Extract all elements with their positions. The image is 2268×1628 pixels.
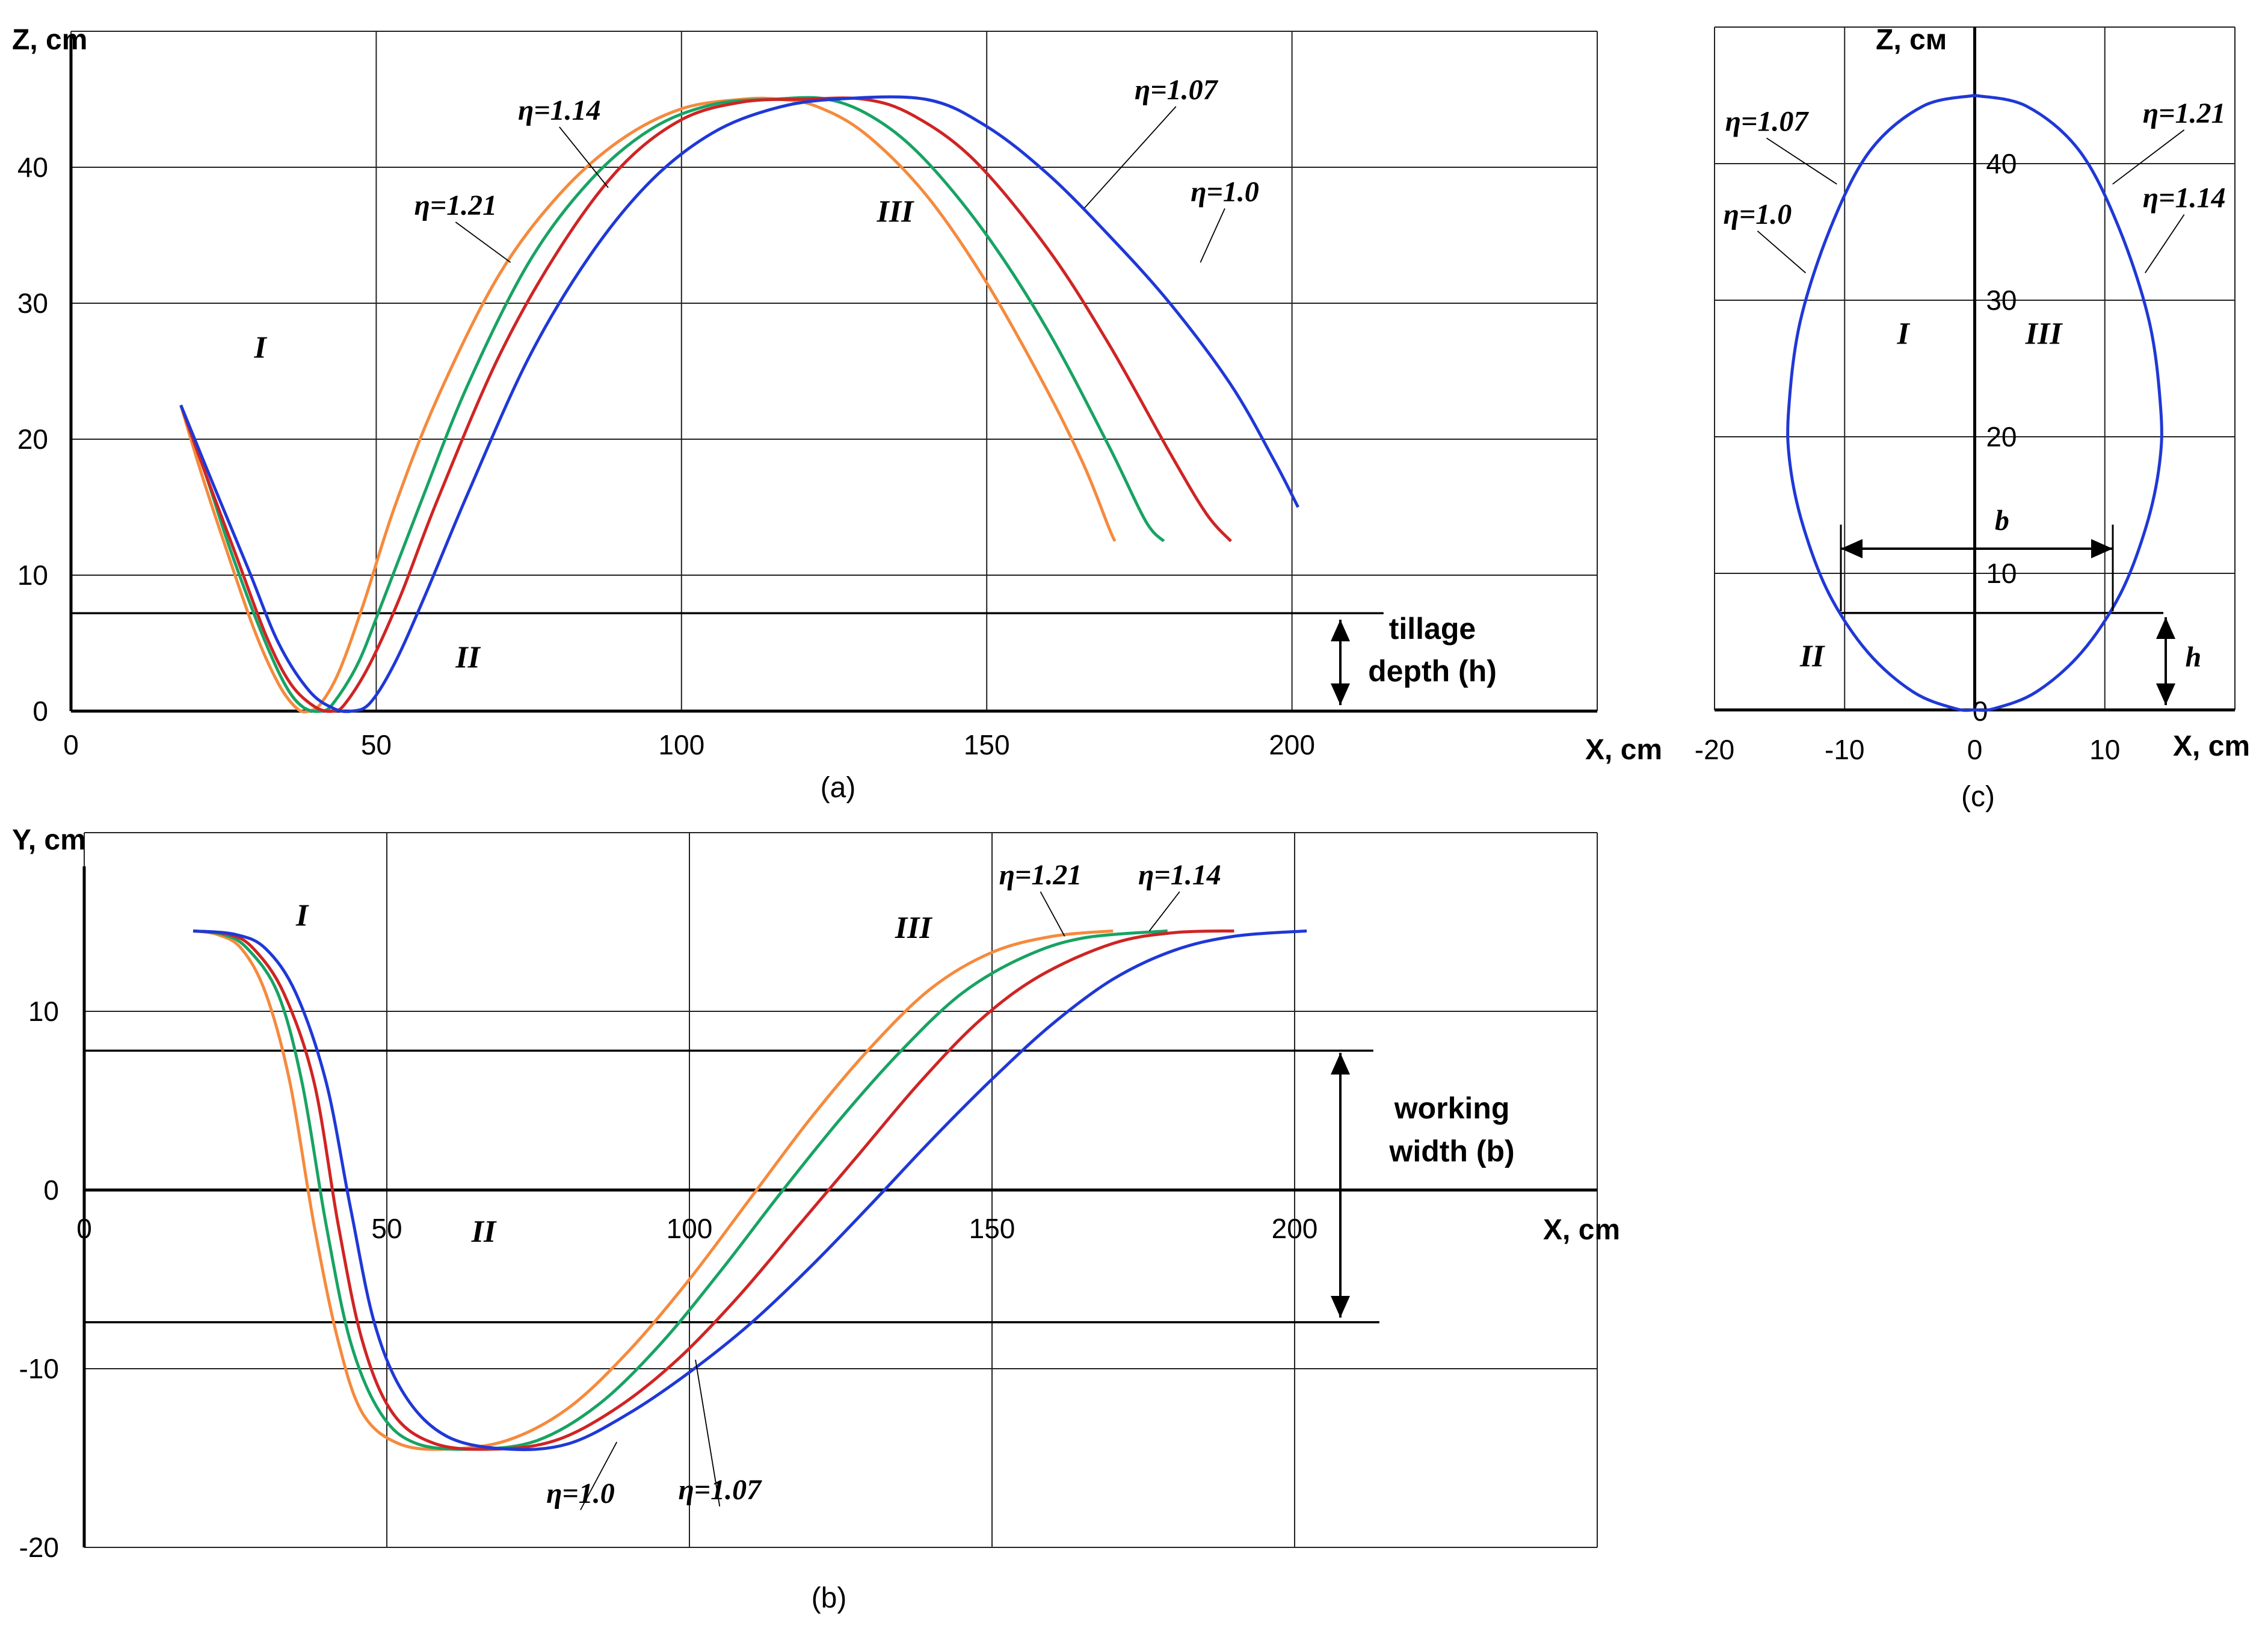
curve-label: η=1.21	[999, 859, 1082, 891]
x-axis-title: X, cm	[1543, 1214, 1620, 1246]
curve-label: η=1.21	[2143, 97, 2226, 129]
y-tick-label: 40	[1986, 148, 2017, 179]
y-tick-label: 20	[17, 424, 48, 455]
annotation-text: working	[1394, 1091, 1510, 1125]
y-tick-label: 20	[1986, 421, 2017, 452]
annotation-leader	[1083, 106, 1177, 209]
region-label: I	[253, 330, 267, 365]
x-tick-label: 50	[361, 729, 392, 760]
annotation-leader	[1766, 137, 1837, 185]
x-axis-title: X, cm	[2173, 730, 2250, 762]
curve-label: η=1.14	[2143, 182, 2226, 214]
region-label: III	[2025, 317, 2063, 351]
x-tick-label: -10	[1825, 734, 1864, 765]
annotation-text: depth (h)	[1368, 654, 1497, 688]
y-tick-label: 10	[1986, 558, 2017, 589]
y-tick-label: 10	[17, 560, 48, 591]
y-tick-label: -10	[19, 1353, 59, 1384]
y-axis-title: Y, cm	[12, 824, 86, 856]
y-axis-title: Z, cm	[12, 24, 87, 56]
x-axis-title: X, cm	[1585, 734, 1662, 766]
x-tick-label: 0	[1967, 734, 1983, 765]
annotation-leader	[1040, 891, 1065, 937]
region-label: III	[877, 194, 914, 229]
region-label: I	[295, 898, 309, 933]
y-tick-label: -20	[19, 1532, 59, 1563]
annotation-text: width (b)	[1388, 1134, 1514, 1168]
x-tick-label: 100	[658, 729, 704, 760]
y-tick-label: 40	[17, 152, 48, 183]
curve-label: η=1.14	[1138, 859, 1221, 891]
x-tick-label: 200	[1272, 1213, 1318, 1244]
region-label: III	[895, 911, 932, 945]
panel-caption: (a)	[821, 772, 856, 804]
series-line-0	[193, 929, 1114, 1451]
x-tick-label: 150	[969, 1213, 1015, 1244]
region-label: II	[1799, 639, 1825, 673]
x-tick-label: 0	[63, 729, 79, 760]
y-tick-label: 10	[28, 996, 59, 1027]
series-line-0	[1786, 94, 2163, 712]
curve-label: η=1.07	[1135, 74, 1219, 106]
annotation-leader	[455, 221, 511, 263]
curve-label: η=1.0	[1724, 199, 1792, 230]
x-tick-label: 50	[371, 1213, 402, 1244]
y-axis-title: Z, см	[1876, 24, 1947, 56]
curve-label: η=1.14	[518, 94, 601, 126]
x-tick-label: 10	[2089, 734, 2120, 765]
region-label: II	[471, 1215, 497, 1249]
series-line-2	[193, 929, 1234, 1451]
curve-label: η=1.07	[678, 1474, 762, 1506]
panel-caption: (b)	[812, 1582, 847, 1614]
annotation-leader	[580, 1441, 618, 1511]
curve-label: η=1.21	[414, 190, 497, 221]
series-line-3	[179, 95, 1299, 714]
series-line-1	[193, 929, 1168, 1451]
annotation-text: tillage	[1389, 612, 1476, 646]
y-tick-label: 30	[1986, 285, 2017, 316]
annotation-leader	[559, 126, 609, 188]
annotation-leader	[1200, 208, 1225, 263]
x-tick-label: 0	[76, 1213, 92, 1244]
annotation-leader	[695, 1360, 721, 1506]
panel-caption: (c)	[1961, 781, 1995, 813]
series-line-0	[179, 96, 1117, 714]
annotation-text: h	[2185, 641, 2201, 673]
series-line-3	[193, 929, 1307, 1451]
curve-label: η=1.07	[1725, 106, 1810, 138]
annotation-leader	[1757, 230, 1806, 274]
region-label: II	[455, 641, 481, 675]
curve-label: η=1.0	[1191, 176, 1259, 208]
x-tick-label: 150	[964, 729, 1010, 760]
x-tick-label: 100	[667, 1213, 713, 1244]
y-tick-label: 0	[43, 1174, 59, 1206]
y-tick-label: 30	[17, 288, 48, 319]
region-label: I	[1896, 317, 1910, 351]
y-tick-label: 0	[32, 695, 48, 727]
x-tick-label: 200	[1269, 729, 1315, 760]
series-line-1	[179, 96, 1165, 713]
curve-label: η=1.0	[546, 1478, 615, 1509]
annotation-text: b	[1995, 504, 2009, 536]
series-line-2	[179, 96, 1232, 713]
annotation-leader	[2112, 129, 2185, 185]
annotation-leader	[1148, 891, 1180, 931]
annotation-leader	[2145, 214, 2185, 274]
x-tick-label: -20	[1695, 734, 1734, 765]
